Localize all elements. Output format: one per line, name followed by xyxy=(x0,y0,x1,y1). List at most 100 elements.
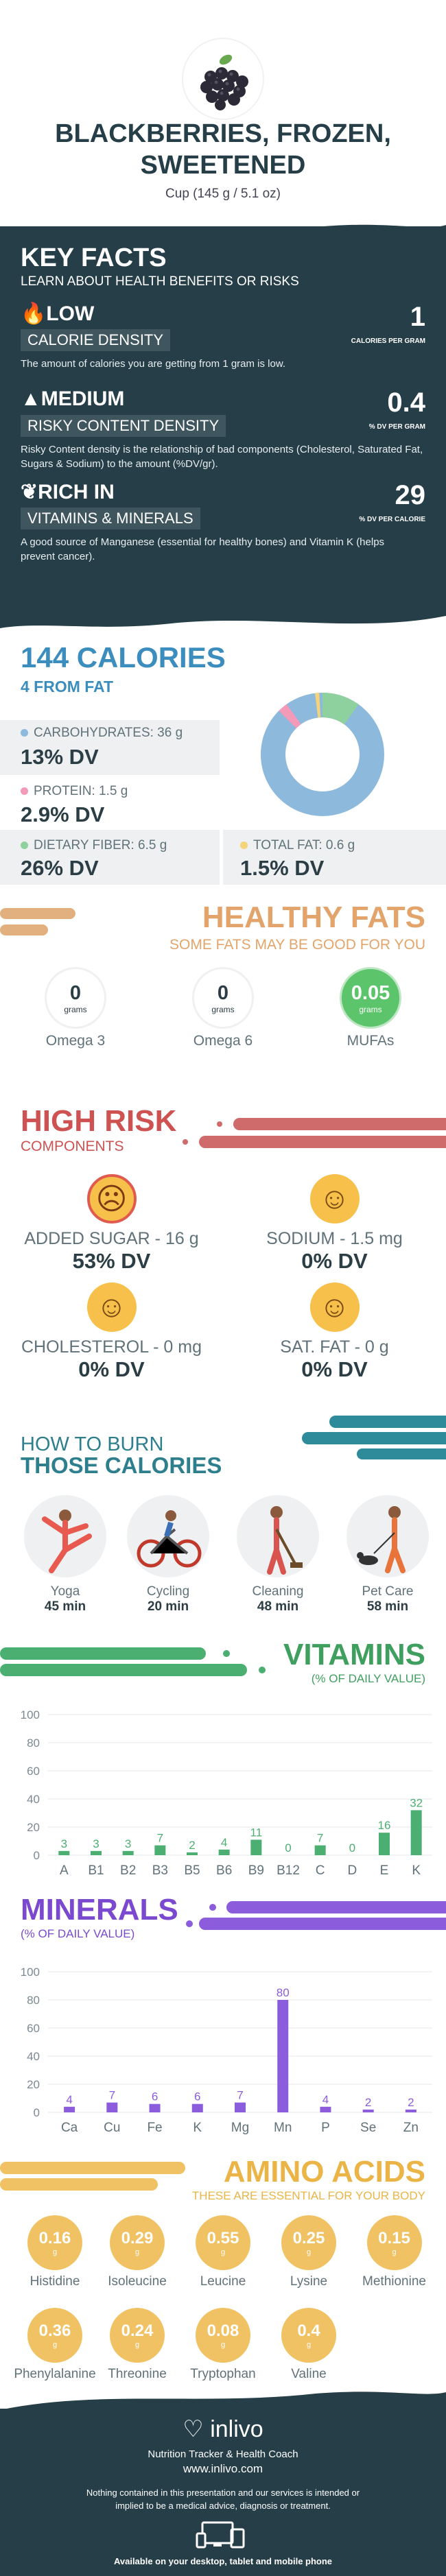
amino-value: 0.25 xyxy=(292,2229,325,2247)
vitamin-bar-B1 xyxy=(91,1850,102,1855)
amino-subtitle: THESE ARE ESSENTIAL FOR YOUR BODY xyxy=(191,2189,425,2202)
amino-title: AMINO ACIDS xyxy=(223,2155,425,2189)
fact-value: 0.4 xyxy=(387,387,425,418)
donut-fat xyxy=(261,693,384,816)
mineral-x-tick: Mn xyxy=(274,2121,292,2135)
vitamin-x-tick: B1 xyxy=(88,1863,104,1878)
vitamin-y-tick: 0 xyxy=(34,1849,40,1862)
mineral-bar-Mg xyxy=(235,2102,246,2112)
mineral-value-label: 2 xyxy=(408,2096,414,2109)
amino-value: 0.15 xyxy=(378,2229,410,2247)
key-facts-subtitle: LEARN ABOUT HEALTH BENEFITS OR RISKS xyxy=(21,274,299,289)
fat-omega6: 0 grams Omega 6 xyxy=(185,967,261,1049)
minerals-subtitle: (% OF DAILY VALUE) xyxy=(21,1927,135,1940)
fact-calorie-density: 🔥LOW CALORIE DENSITY The amount of calor… xyxy=(21,302,425,384)
fact-label: CALORIE DENSITY xyxy=(21,329,171,351)
calorie-donut-chart xyxy=(261,693,384,816)
risk-dv: 53% DV xyxy=(72,1249,151,1273)
fact-level: RICH IN xyxy=(38,481,115,503)
risk-dv: 0% DV xyxy=(301,1357,368,1381)
amino-value: 0.16 xyxy=(38,2229,71,2247)
amino-name: Methionine xyxy=(362,2274,426,2289)
vitamin-x-tick: B6 xyxy=(216,1863,232,1878)
fat-value: 0 xyxy=(217,981,229,1004)
amino-item: 0.55 g Leucine xyxy=(182,2215,264,2289)
leaf-icon: ❦ xyxy=(21,481,38,503)
devices-icon xyxy=(196,2521,245,2549)
vitamin-bar-E xyxy=(379,1833,390,1855)
mineral-value-label: 7 xyxy=(109,2089,115,2102)
risk-sat-fat: ☺ SAT. FAT - 0 g 0% DV xyxy=(223,1283,446,1382)
yoga-icon xyxy=(24,1495,106,1577)
flame-icon: 🔥 xyxy=(21,302,47,325)
carbs-dv: 13% DV xyxy=(21,745,99,769)
page-title: BLACKBERRIES, FROZEN, SWEETENED xyxy=(55,119,391,180)
fat-value: 0.05 xyxy=(351,981,390,1004)
fat-unit: grams xyxy=(211,1004,235,1014)
mineral-x-tick: Se xyxy=(360,2121,376,2135)
fact-description: The amount of calories you are getting f… xyxy=(21,358,286,370)
amino-item: 0.29 g Isoleucine xyxy=(96,2215,178,2289)
vitamin-value-label: 0 xyxy=(349,1841,355,1855)
amino-name: Tryptophan xyxy=(190,2367,256,2381)
amino-value: 0.55 xyxy=(207,2229,239,2247)
vitamin-y-tick: 60 xyxy=(27,1765,40,1778)
vitamin-x-tick: B12 xyxy=(277,1863,300,1878)
fat-omega3: 0 grams Omega 3 xyxy=(41,967,110,1049)
vitamin-value-label: 3 xyxy=(125,1837,131,1850)
amino-unit: g xyxy=(392,2248,397,2256)
donut-fiber xyxy=(261,693,384,816)
vitamin-bar-B2 xyxy=(122,1850,134,1855)
amino-unit: g xyxy=(134,2248,140,2256)
mineral-bar-Cu xyxy=(106,2102,118,2112)
amino-name: Isoleucine xyxy=(108,2274,167,2289)
protein-dot xyxy=(21,787,28,795)
mineral-x-tick: P xyxy=(321,2121,330,2135)
decor-stripes xyxy=(183,1118,446,1148)
high-risk-title: HIGH RISK xyxy=(21,1104,177,1138)
calories-from-fat: 4 FROM FAT xyxy=(21,678,114,695)
mineral-y-tick: 40 xyxy=(27,2050,40,2063)
footer-available: Available on your desktop, tablet and mo… xyxy=(113,2556,333,2566)
vitamin-bar-B3 xyxy=(154,1845,166,1855)
fact-unit: % DV PER GRAM xyxy=(368,423,425,431)
vitamin-value-label: 3 xyxy=(61,1837,67,1850)
fat-name: Omega 3 xyxy=(45,1033,106,1049)
calories-title: 144 CALORIES xyxy=(21,641,226,673)
footer-tagline: Nutrition Tracker & Health Coach xyxy=(148,2448,298,2460)
burn-minutes: 20 min xyxy=(147,1599,189,1614)
mineral-value-label: 4 xyxy=(66,2093,72,2106)
decor-stripes xyxy=(0,2162,185,2191)
footer-url[interactable]: www.inlivo.com xyxy=(183,2462,263,2475)
carbs-dot xyxy=(21,729,28,737)
amino-name: Phenylalanine xyxy=(14,2367,96,2381)
fact-level: MEDIUM xyxy=(40,387,125,410)
risk-label: ADDED SUGAR - 16 g xyxy=(24,1229,199,1248)
cycling-icon xyxy=(127,1495,209,1577)
fat-unit: grams xyxy=(64,1004,87,1014)
high-risk-subtitle: COMPONENTS xyxy=(21,1138,124,1154)
fact-unit: CALORIES PER GRAM xyxy=(351,337,425,345)
footer: ♡ inlivo Nutrition Tracker & Health Coac… xyxy=(0,2409,446,2576)
vitamin-value-label: 0 xyxy=(285,1841,291,1855)
burn-activity: Cleaning xyxy=(252,1584,304,1599)
vitamin-value-label: 32 xyxy=(410,1796,423,1809)
mineral-y-tick: 100 xyxy=(21,1966,40,1979)
decor-stripes xyxy=(186,1901,446,1930)
vitamin-y-tick: 80 xyxy=(27,1737,40,1750)
decor-stripes xyxy=(0,908,75,935)
burn-yoga: Yoga 45 min xyxy=(14,1495,117,1614)
fact-description: Risky Content density is the relationshi… xyxy=(21,444,423,470)
fat-dv: 1.5% DV xyxy=(240,856,325,880)
burn-minutes: 48 min xyxy=(257,1599,299,1614)
amino-item: 0.25 g Lysine xyxy=(268,2215,350,2289)
amino-name: Lysine xyxy=(290,2274,328,2289)
amino-name: Leucine xyxy=(200,2274,246,2289)
mineral-value-label: 6 xyxy=(194,2090,200,2103)
wave-divider xyxy=(0,2392,446,2410)
vitamin-x-tick: K xyxy=(412,1863,421,1878)
mineral-x-tick: Mg xyxy=(231,2121,249,2135)
healthy-fats-title: HEALTHY FATS xyxy=(202,901,425,934)
mineral-y-tick: 60 xyxy=(27,2022,40,2035)
fact-unit: % DV PER CALORIE xyxy=(359,516,425,523)
